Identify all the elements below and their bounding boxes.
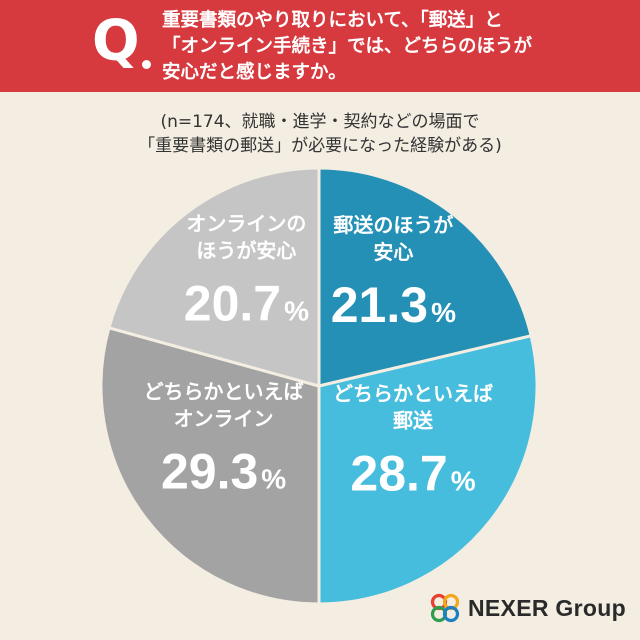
- question-mark: Q: [92, 9, 140, 74]
- slice-label-line: 郵送のほうが: [333, 213, 453, 237]
- nexer-logo: NEXER Group: [428, 590, 626, 626]
- nexer-logo-icon: [430, 593, 460, 623]
- slice-label-line: どちらかといえば: [333, 381, 493, 405]
- question-mark-dot: [142, 60, 151, 69]
- question-line-1: 重要書類のやり取りにおいて、「郵送」と: [162, 10, 503, 31]
- subtitle-line-2: 「重要書類の郵送」が必要になった経験がある): [138, 136, 502, 156]
- pie-slice-1: [317, 166, 533, 388]
- subtitle-line-1: (n=174、就職・進学・契約などの場面で: [160, 112, 480, 132]
- slice-value-label: 29.3%: [161, 444, 286, 500]
- slice-label-line: オンラインの: [186, 212, 306, 236]
- slice-label-line: 郵送: [393, 408, 434, 432]
- pie-slice-4: [107, 166, 321, 388]
- question-header: Q 重要書類のやり取りにおいて、「郵送」と 「オンライン手続き」では、どちらのほ…: [0, 0, 640, 92]
- pie-slice-2: [317, 333, 539, 606]
- slice-value-label: 28.7%: [350, 445, 475, 501]
- slice-label-line: どちらかといえば: [144, 380, 304, 404]
- question-line-2: 「オンライン手続き」では、どちらのほうが: [162, 36, 533, 57]
- slice-value-label: 20.7%: [184, 276, 309, 332]
- slice-label-line: 安心: [373, 240, 413, 264]
- pie-slice-3: [99, 325, 321, 606]
- chart-subtitle: (n=174、就職・進学・契約などの場面で 「重要書類の郵送」が必要になった経験…: [0, 110, 640, 158]
- question-text: 重要書類のやり取りにおいて、「郵送」と 「オンライン手続き」では、どちらのほうが…: [162, 8, 632, 86]
- slice-label-line: ほうが安心: [196, 239, 296, 263]
- slice-label-line: オンライン: [174, 407, 274, 431]
- question-line-3: 安心だと感じますか。: [162, 62, 347, 83]
- slice-value-label: 21.3%: [331, 277, 456, 333]
- logo-text: NEXER Group: [468, 594, 626, 621]
